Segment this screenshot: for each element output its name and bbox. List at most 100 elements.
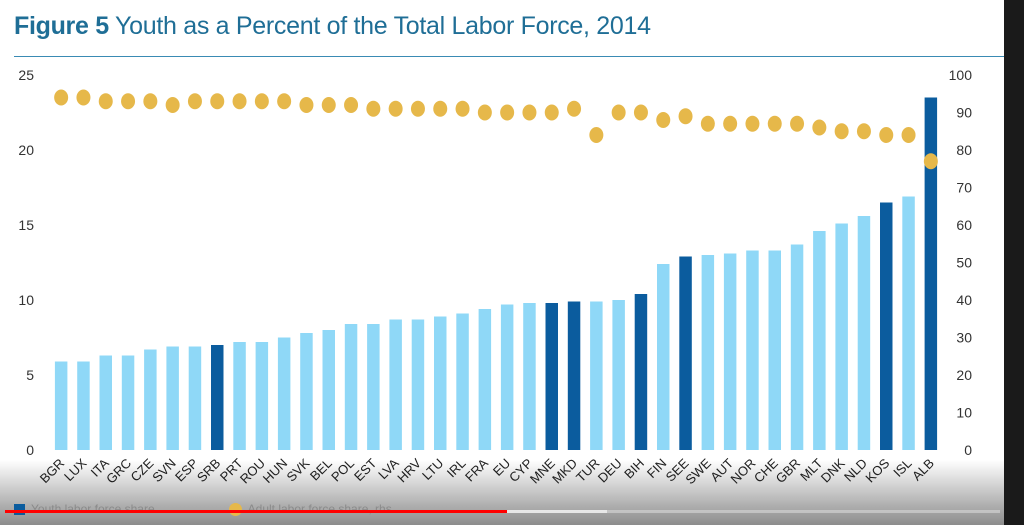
bar-svk: [300, 333, 313, 450]
dot-bih: [633, 104, 648, 121]
bar-deu: [612, 300, 625, 450]
figure-title: Figure 5 Youth as a Percent of the Total…: [14, 12, 651, 41]
dot-gbr: [790, 115, 805, 132]
y-right-tick-label: 80: [956, 142, 972, 158]
bar-isl: [902, 196, 915, 450]
y-right-tick-label: 0: [964, 442, 972, 458]
bar-esp: [188, 346, 202, 450]
bar-lva: [389, 319, 402, 450]
y-right-tick-label: 100: [949, 67, 973, 83]
dot-cyp: [522, 104, 537, 121]
y-left-tick-label: 0: [26, 442, 34, 458]
bar-che: [768, 250, 781, 450]
dot-ita: [98, 93, 113, 110]
dot-esp: [187, 93, 202, 110]
bar-mkd: [567, 301, 581, 450]
bar-irl: [456, 313, 469, 450]
dot-hrv: [410, 100, 425, 117]
video-progress-played: [5, 510, 508, 513]
bar-mlt: [813, 231, 826, 450]
bar-alb: [924, 97, 938, 450]
bar-swe: [701, 255, 715, 450]
dot-lux: [76, 89, 91, 106]
dot-nor: [745, 115, 760, 132]
dot-pol: [344, 97, 359, 113]
dot-mne: [544, 104, 559, 121]
dot-swe: [700, 115, 715, 132]
dot-dnk: [834, 123, 849, 140]
dot-kos: [879, 127, 894, 143]
dot-bgr: [54, 89, 69, 106]
dot-srb: [210, 93, 225, 110]
x-tick-label: LUX: [61, 455, 90, 484]
legend-swatch-adult: [228, 502, 242, 516]
y-right-tick-label: 10: [956, 405, 972, 421]
dot-hun: [277, 93, 292, 110]
legend-label-youth: Youth labor force share: [31, 502, 155, 516]
legend-item-youth: Youth labor force share: [14, 502, 155, 516]
dot-mlt: [812, 119, 827, 136]
legend-swatch-youth: [14, 503, 25, 515]
dot-fra: [477, 104, 492, 121]
bar-ltu: [434, 316, 447, 450]
dot-mkd: [567, 100, 582, 117]
x-tick-label: POL: [328, 456, 357, 485]
bar-hun: [277, 337, 291, 450]
dot-irl: [455, 100, 470, 117]
y-right-tick-label: 70: [956, 180, 972, 196]
dot-nld: [856, 123, 871, 140]
bar-eu: [500, 304, 514, 450]
bar-prt: [233, 342, 246, 450]
bar-svn: [166, 346, 179, 450]
bar-cze: [144, 349, 157, 450]
dot-rou: [254, 93, 269, 110]
y-left-tick-label: 5: [26, 367, 34, 383]
bar-srb: [211, 345, 224, 450]
y-right-tick-label: 90: [956, 105, 972, 121]
dot-prt: [232, 93, 247, 110]
bar-nor: [746, 250, 759, 450]
video-progress-bar[interactable]: [5, 510, 1000, 513]
bar-rou: [255, 342, 269, 450]
y-right-tick-label: 20: [956, 367, 972, 383]
bar-gbr: [790, 244, 804, 450]
dot-isl: [901, 127, 916, 143]
bar-est: [367, 324, 380, 450]
bar-mne: [545, 303, 558, 450]
x-tick-label: KOS: [862, 455, 892, 485]
x-tick-label: BEL: [307, 456, 335, 484]
bar-nld: [857, 216, 871, 450]
legend-item-adult: Adult labor force share, rhs: [228, 502, 392, 516]
y-left-tick-label: 20: [18, 142, 34, 158]
bar-fra: [478, 309, 492, 450]
dot-svn: [165, 97, 180, 113]
figure-title-text: Youth as a Percent of the Total Labor Fo…: [115, 12, 651, 40]
dot-lva: [388, 100, 403, 117]
dot-aut: [723, 115, 738, 132]
dot-deu: [611, 104, 626, 121]
x-tick-label: ALB: [909, 456, 937, 484]
bar-fin: [657, 264, 670, 450]
bar-bgr: [54, 361, 68, 450]
legend-label-adult: Adult labor force share, rhs: [247, 502, 392, 516]
x-tick-label: BIH: [621, 456, 647, 482]
dot-bel: [321, 97, 336, 113]
dot-tur: [589, 127, 604, 143]
legend: Youth labor force share Adult labor forc…: [14, 498, 466, 520]
dot-ltu: [433, 100, 448, 117]
bar-dnk: [835, 223, 848, 450]
dot-fin: [656, 112, 671, 128]
dot-eu: [500, 104, 515, 121]
title-divider: [14, 56, 1024, 57]
y-left-tick-label: 10: [18, 292, 34, 308]
x-tick-label: NLD: [841, 456, 870, 485]
dot-alb: [923, 153, 938, 170]
bar-cyp: [523, 303, 536, 450]
bar-pol: [344, 324, 358, 450]
bar-hrv: [411, 319, 425, 450]
video-buffer-bar: [507, 510, 607, 513]
y-right-tick-label: 50: [956, 255, 972, 271]
frame-edge: [1004, 0, 1024, 525]
y-left-tick-label: 15: [18, 217, 34, 233]
